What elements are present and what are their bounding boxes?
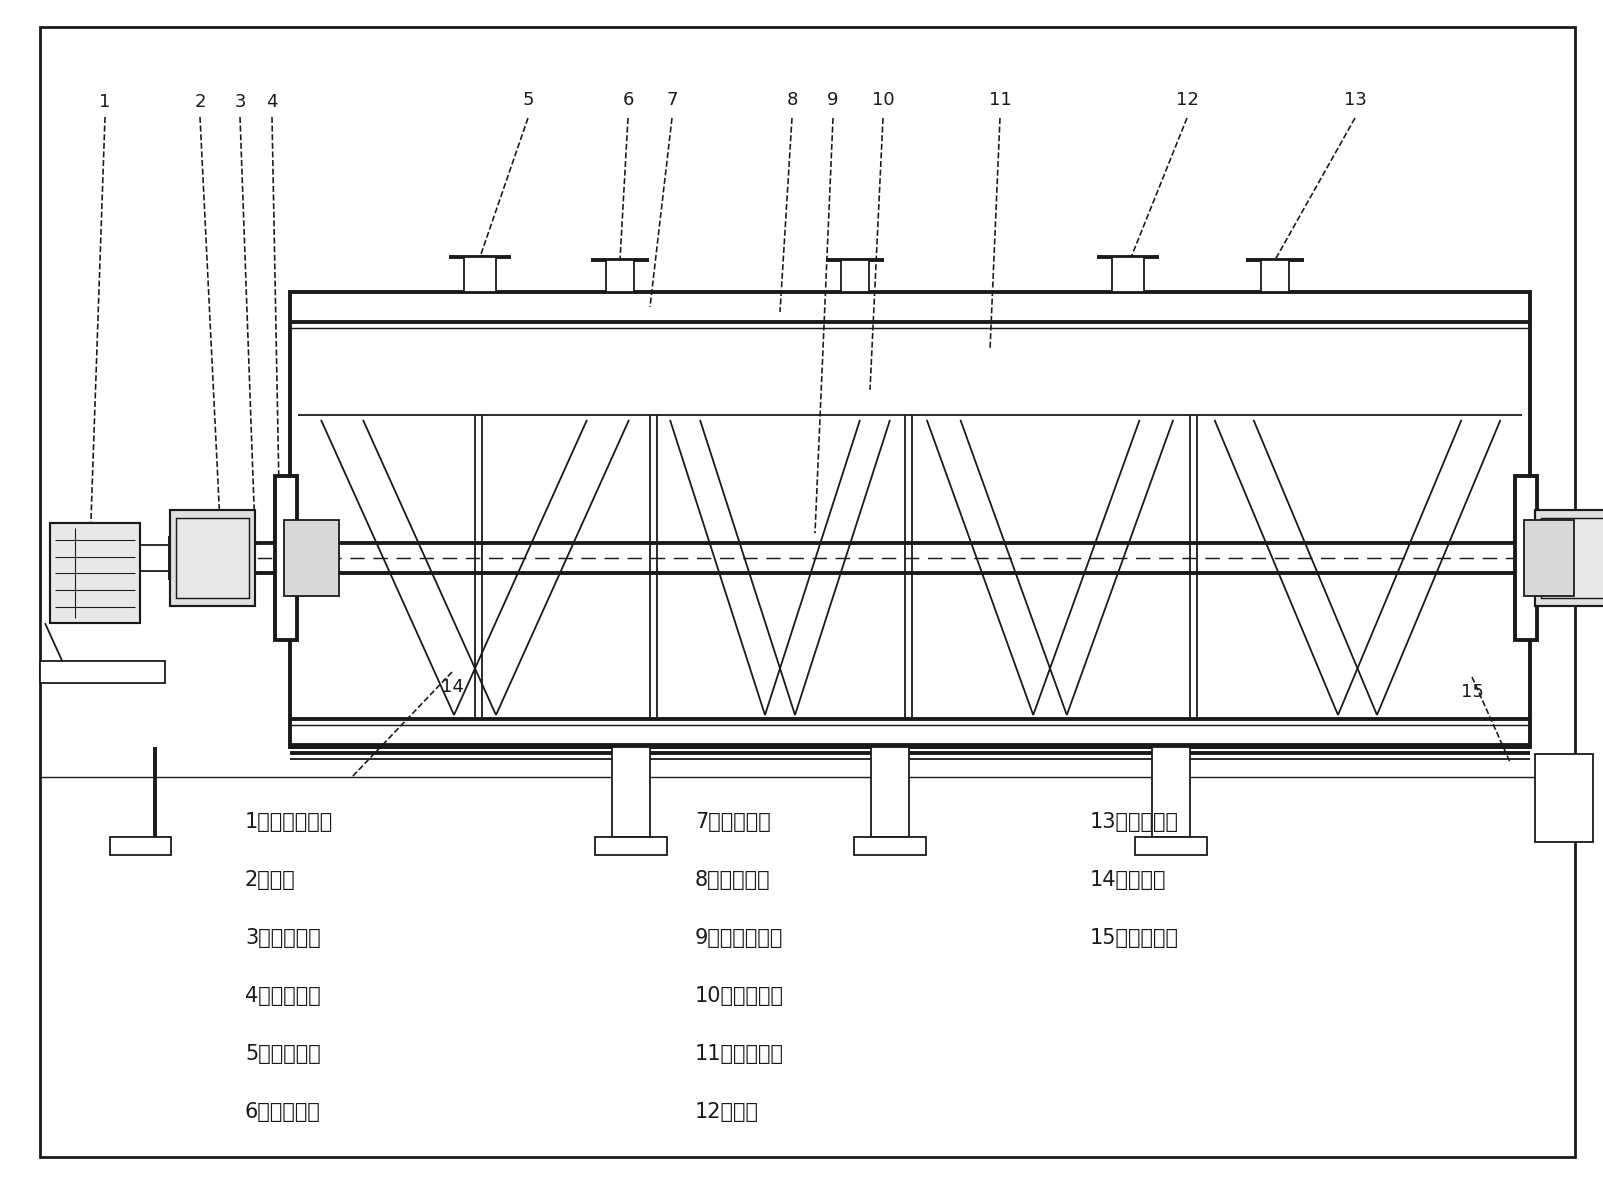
Text: 14: 14: [441, 678, 463, 696]
Bar: [1540, 518, 1603, 598]
Text: 12、人孔: 12、人孔: [696, 1102, 758, 1122]
Text: 15、物料出口: 15、物料出口: [1090, 928, 1178, 948]
Text: 5、物料入口: 5、物料入口: [245, 1044, 321, 1064]
Bar: [463, 256, 495, 292]
Bar: [1515, 476, 1537, 641]
Bar: [842, 260, 869, 292]
Text: 8: 8: [787, 91, 798, 109]
Text: 1: 1: [99, 93, 111, 111]
Text: 4、机械密封: 4、机械密封: [245, 986, 321, 1006]
Text: 5: 5: [523, 91, 534, 109]
Text: 9: 9: [827, 91, 838, 109]
Text: 3: 3: [234, 93, 245, 111]
Bar: [1536, 511, 1603, 606]
Bar: [176, 518, 248, 598]
Text: 2: 2: [194, 93, 205, 111]
Text: 11: 11: [989, 91, 1011, 109]
Text: 7: 7: [667, 91, 678, 109]
Bar: [1524, 520, 1574, 596]
Bar: [290, 292, 1529, 747]
Bar: [853, 837, 925, 855]
Bar: [50, 524, 139, 623]
Bar: [40, 661, 165, 683]
Bar: [1112, 256, 1145, 292]
Text: 2、轴承: 2、轴承: [245, 870, 295, 890]
Bar: [111, 837, 172, 855]
Text: 13: 13: [1343, 91, 1366, 109]
Bar: [1262, 260, 1289, 292]
Text: 9、空心搅拌轴: 9、空心搅拌轴: [696, 928, 784, 948]
Text: 14、排污口: 14、排污口: [1090, 870, 1167, 890]
Bar: [276, 476, 297, 641]
Bar: [170, 511, 255, 606]
Bar: [612, 747, 649, 837]
Bar: [1135, 837, 1207, 855]
Bar: [284, 520, 338, 596]
Text: 7、夹套壳体: 7、夹套壳体: [696, 812, 771, 832]
Bar: [1153, 747, 1189, 837]
Text: 13、冷媒出口: 13、冷媒出口: [1090, 812, 1178, 832]
Text: 6: 6: [622, 91, 633, 109]
Text: 3、旋转接头: 3、旋转接头: [245, 928, 321, 948]
Text: 1、电机减速机: 1、电机减速机: [245, 812, 333, 832]
Text: 6、冷媒入口: 6、冷媒入口: [245, 1102, 321, 1122]
Text: 10: 10: [872, 91, 894, 109]
Bar: [595, 837, 667, 855]
Text: 15: 15: [1460, 683, 1483, 701]
Bar: [606, 260, 635, 292]
Bar: [870, 747, 909, 837]
Text: 4: 4: [266, 93, 277, 111]
Text: 11、螺旋搅带: 11、螺旋搅带: [696, 1044, 784, 1064]
Text: 10、螺旋盘管: 10、螺旋盘管: [696, 986, 784, 1006]
Bar: [1536, 754, 1593, 842]
Text: 8、内筒壳体: 8、内筒壳体: [696, 870, 771, 890]
Text: 12: 12: [1175, 91, 1199, 109]
